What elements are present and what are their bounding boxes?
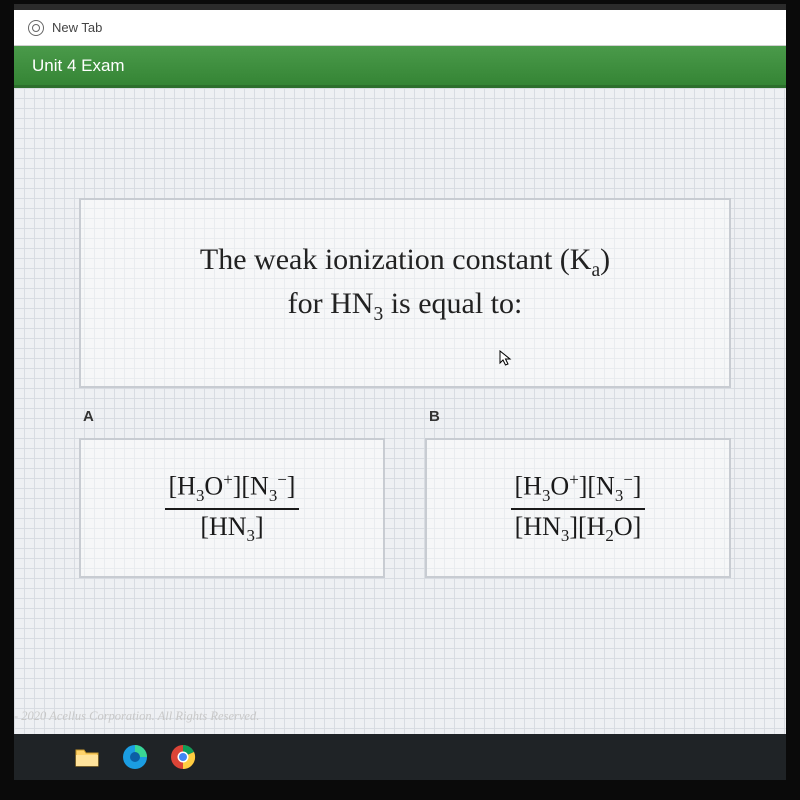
answer-a-denominator: [HN3] — [165, 510, 300, 546]
answer-b-label: B — [429, 408, 440, 425]
answer-b-col: B [H3O+][N3−] [HN3][H2O] — [425, 408, 731, 578]
edge-browser-icon[interactable] — [120, 742, 150, 772]
question-line1: The weak ionization constant (K — [200, 243, 592, 276]
file-explorer-icon[interactable] — [72, 742, 102, 772]
answer-a-box[interactable]: [H3O+][N3−] [HN3] — [79, 438, 385, 578]
answers-row: A [H3O+][N3−] [HN3] B [H3O+][N3−] [HN3][… — [79, 408, 731, 578]
browser-tab-new[interactable]: New Tab — [22, 14, 116, 42]
answer-b-box[interactable]: [H3O+][N3−] [HN3][H2O] — [425, 438, 731, 578]
question-line2-pre: for HN — [288, 287, 374, 320]
question-line2-post: is equal to: — [383, 287, 522, 320]
answer-a-numerator: [H3O+][N3−] — [165, 470, 300, 510]
browser-tab-bar: New Tab — [14, 10, 786, 46]
content-area: The weak ionization constant (Ka) for HN… — [14, 88, 786, 780]
question-text: The weak ionization constant (Ka) for HN… — [200, 240, 610, 329]
question-card: The weak ionization constant (Ka) for HN… — [79, 198, 731, 388]
chrome-browser-icon[interactable] — [168, 742, 198, 772]
answer-a-fraction: [H3O+][N3−] [HN3] — [165, 470, 300, 546]
answer-b-fraction: [H3O+][N3−] [HN3][H2O] — [511, 470, 646, 546]
question-line1-end: ) — [600, 243, 610, 276]
tab-label: New Tab — [52, 20, 102, 35]
answer-b-denominator: [HN3][H2O] — [511, 510, 646, 546]
page-title: Unit 4 Exam — [32, 56, 125, 76]
screen: New Tab Unit 4 Exam The weak ionization … — [0, 0, 800, 800]
answer-a-label: A — [83, 408, 94, 425]
exam-header: Unit 4 Exam — [14, 46, 786, 88]
taskbar — [14, 734, 786, 780]
question-line2-sub: 3 — [373, 304, 383, 325]
question-sub-a: a — [591, 260, 600, 281]
cursor-icon — [499, 350, 513, 368]
footer-copyright: - 2020 Acellus Corporation. All Rights R… — [14, 709, 259, 724]
answer-a-col: A [H3O+][N3−] [HN3] — [79, 408, 385, 578]
globe-icon — [28, 20, 44, 36]
answer-b-numerator: [H3O+][N3−] — [511, 470, 646, 510]
page: Unit 4 Exam The weak ionization constant… — [14, 46, 786, 780]
